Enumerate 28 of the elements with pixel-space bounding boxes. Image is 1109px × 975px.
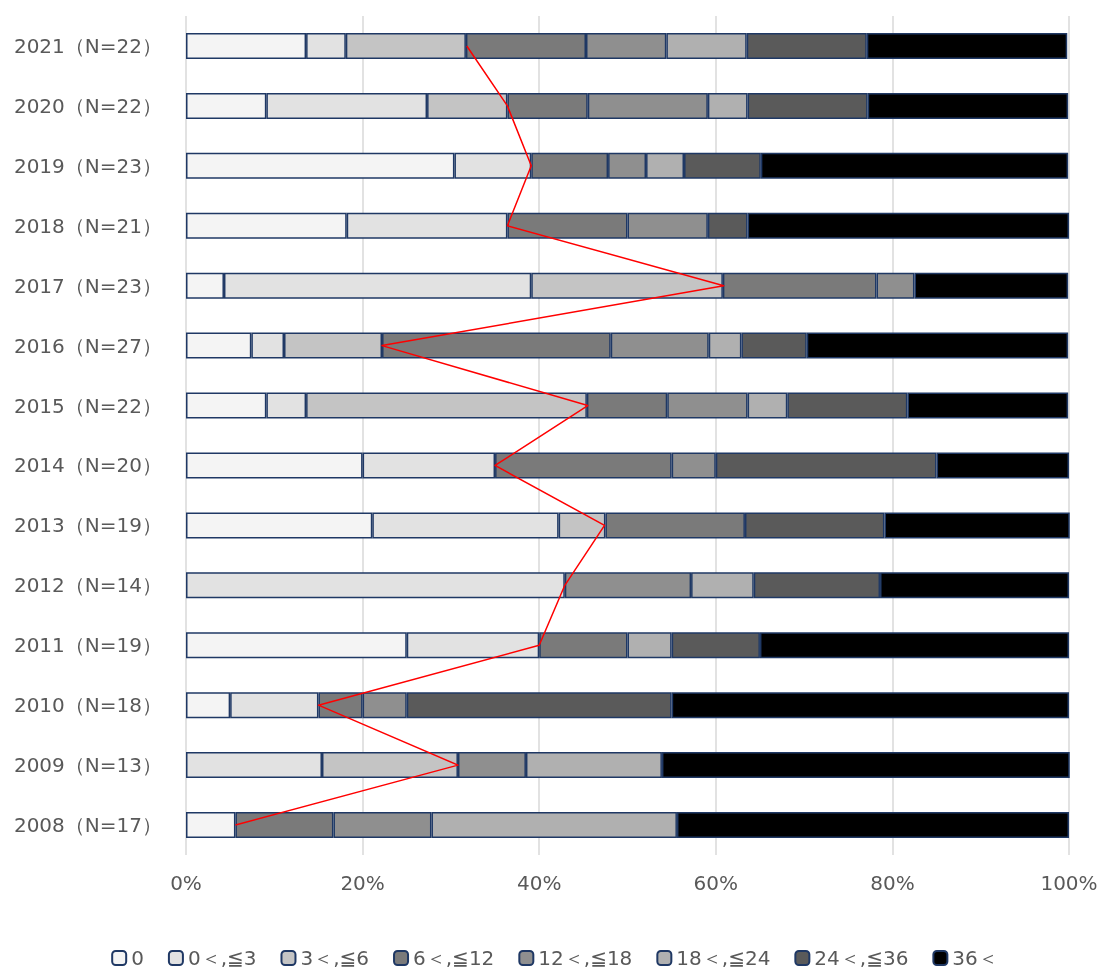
y-tick-label: 2014（N=20） <box>13 453 162 478</box>
y-tick-label: 2021（N=22） <box>13 33 162 58</box>
y-tick-label: 2010（N=18） <box>13 693 162 718</box>
y-tick-label: 2008（N=17） <box>13 813 162 838</box>
legend-label: 0＜,≦3 <box>187 946 257 970</box>
x-tick-label: 20% <box>340 871 385 895</box>
y-tick-label: 2016（N=27） <box>13 333 162 358</box>
y-tick-label: 2009（N=13） <box>13 753 162 778</box>
x-tick-label: 60% <box>693 871 739 895</box>
y-tick-label: 2019（N=23） <box>13 153 162 178</box>
y-tick-label: 2012（N=14） <box>13 573 162 598</box>
x-tick-label: 40% <box>516 871 562 895</box>
legend-label: 12＜,≦18 <box>538 946 633 970</box>
x-tick-label: 80% <box>870 871 915 895</box>
legend-label: 18＜,≦24 <box>676 946 771 970</box>
x-tick-label: 0% <box>170 871 202 895</box>
x-tick-label: 100% <box>1040 871 1098 895</box>
y-tick-label: 2017（N=23） <box>13 273 162 298</box>
y-tick-label: 2020（N=22） <box>13 93 162 118</box>
legend-label: 24＜,≦36 <box>814 946 909 970</box>
legend-label: 36＜ <box>952 946 998 970</box>
y-tick-label: 2011（N=19） <box>13 633 162 658</box>
legend-label: 6＜,≦12 <box>413 946 495 970</box>
legend-label: 3＜,≦6 <box>300 946 370 970</box>
y-tick-label: 2018（N=21） <box>13 213 162 238</box>
legend-label: 0 <box>131 946 144 970</box>
y-tick-label: 2013（N=19） <box>13 513 162 538</box>
y-tick-label: 2015（N=22） <box>13 393 162 418</box>
